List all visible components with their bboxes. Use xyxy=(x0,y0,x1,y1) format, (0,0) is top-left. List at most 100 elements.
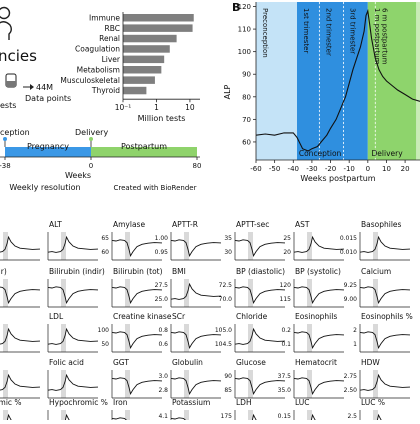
mini-chart: romic % xyxy=(0,398,22,424)
alp-region-6 xyxy=(416,2,420,160)
mini-chart: Folic acid xyxy=(47,358,99,399)
bar-label-renal: Renal xyxy=(99,34,120,43)
mini-chart: Iron xyxy=(111,398,163,424)
mini-chart: Eosinophils % 2 1 xyxy=(353,312,413,353)
mini-chart-line xyxy=(47,286,99,304)
mini-chart-line xyxy=(359,373,411,391)
biorender-credit: Created with BioRender xyxy=(114,184,197,192)
mini-chart-shade xyxy=(184,324,189,352)
mini-chart-tick-label: 72.5 xyxy=(219,282,233,289)
mini-chart-tick-label: 2.8 xyxy=(158,387,168,394)
timeline-delivery-label: Delivery xyxy=(75,128,108,137)
mini-chart-title: APTT-R xyxy=(172,220,198,229)
mini-chart: GGT xyxy=(111,358,163,399)
mini-chart-tick-label: 1 xyxy=(353,341,357,348)
alp-x-tick-label: -40 xyxy=(288,165,299,173)
mini-chart-shade xyxy=(3,410,8,424)
mini-chart-shade xyxy=(61,324,66,352)
bar-label-liver: Liver xyxy=(102,55,121,64)
mini-chart: (dir) xyxy=(0,267,41,308)
alp-region-label-2: 2nd trimester xyxy=(324,8,332,56)
mini-chart-tick-label: 2.75 xyxy=(344,373,358,380)
alp-region-label-1: 1st trimester xyxy=(302,8,310,53)
mini-chart-shade xyxy=(3,370,8,398)
mini-chart-shade xyxy=(3,279,8,307)
alp-x-tick-label: 20 xyxy=(401,165,410,173)
pregnant-person-icon xyxy=(0,6,12,40)
mini-chart-title: Hematocrit xyxy=(295,358,337,367)
mini-chart-line xyxy=(293,377,345,395)
mini-chart: Glucose 90 85 xyxy=(224,358,286,399)
pregnancy-bar xyxy=(5,147,91,157)
mini-chart: BP (diastolic)72.5 70.0 xyxy=(219,267,285,308)
mini-chart-shade xyxy=(307,232,312,260)
mini-chart-shade xyxy=(373,410,378,424)
mini-chart-line xyxy=(47,235,99,253)
mini-chart-shade xyxy=(125,324,130,352)
alp-x-tick-label: -30 xyxy=(306,165,317,173)
mini-chart: LDL xyxy=(47,312,99,353)
tests-label: ests xyxy=(0,101,16,110)
bar-metabolism xyxy=(123,66,162,74)
mini-chart-tick-label: 27.5 xyxy=(155,282,169,289)
alp-region-3 xyxy=(343,2,368,160)
alp-event-delivery: Delivery xyxy=(372,149,404,158)
bar-liver xyxy=(123,55,165,64)
mini-chart-line xyxy=(111,331,163,349)
alp-x-tick-label: 10 xyxy=(382,165,391,173)
mini-chart-shade xyxy=(61,279,66,307)
mini-chart-shade xyxy=(307,410,312,424)
alp-y-tick-label: 70 xyxy=(242,116,251,124)
mini-chart: APTT-sec 35 30 xyxy=(224,220,286,261)
bar-x-tick-label: 10⁻¹ xyxy=(115,103,132,112)
alp-x-tick-label: -50 xyxy=(269,165,280,173)
mini-chart xyxy=(0,232,41,261)
timeline-tick-start: -38 xyxy=(0,162,11,170)
bar-label-musculoskeletal: Musculoskeletal xyxy=(60,76,120,85)
alp-y-tick-label: 80 xyxy=(242,93,251,101)
mini-chart-shade xyxy=(307,279,312,307)
bar-x-tick-label: 1 xyxy=(154,103,159,112)
mini-chart-tick-label: 104.5 xyxy=(215,341,232,348)
data-points-label: Data points xyxy=(25,94,71,103)
alp-y-tick-label: 110 xyxy=(238,26,251,34)
mini-chart-shade xyxy=(184,410,189,424)
mini-chart: AST 25 20 xyxy=(283,220,345,261)
mini-chart-line xyxy=(234,327,286,345)
mini-chart: Bilirubin (indir) xyxy=(47,267,105,308)
alp-panel-label: B xyxy=(232,1,240,14)
mini-chart-shade xyxy=(248,370,253,398)
mini-chart-title: LDH xyxy=(236,398,252,407)
mini-chart-line xyxy=(5,413,17,424)
mini-chart-tick-label: 25 xyxy=(283,235,291,242)
alp-y-tick-label: 90 xyxy=(242,71,251,79)
mini-chart-line xyxy=(170,282,222,300)
mini-chart-line xyxy=(47,373,99,391)
mini-chart-tick-label: 0.15 xyxy=(278,413,292,420)
alp-region-label-5: 6 m postpartum xyxy=(380,8,388,65)
mini-chart-tick-label: 0.95 xyxy=(155,249,169,256)
mini-chart-title: AST xyxy=(295,220,310,229)
mini-chart-line xyxy=(111,286,163,304)
test-tube-icon xyxy=(5,73,17,88)
mini-chart-shade xyxy=(307,324,312,352)
mini-chart-line xyxy=(63,413,75,424)
mini-chart-line xyxy=(234,239,286,257)
mini-chart-tick-label: 60 xyxy=(101,249,109,256)
timeline-tick-delivery: 0 xyxy=(89,162,93,170)
mini-chart-tick-label: 120 xyxy=(280,282,292,289)
timeline-weeks-label: Weeks xyxy=(65,171,91,180)
mini-chart-title: SCr xyxy=(172,312,186,321)
mini-chart-shade xyxy=(373,279,378,307)
alp-chart: B Preconception 1st trimester 2nd trimester… xyxy=(223,1,420,183)
bar-x-axis-label: Million tests xyxy=(138,114,186,123)
mini-chart: Globulin 3.0 2.8 xyxy=(158,358,222,399)
mini-chart-tick-label: 2.50 xyxy=(344,387,358,394)
